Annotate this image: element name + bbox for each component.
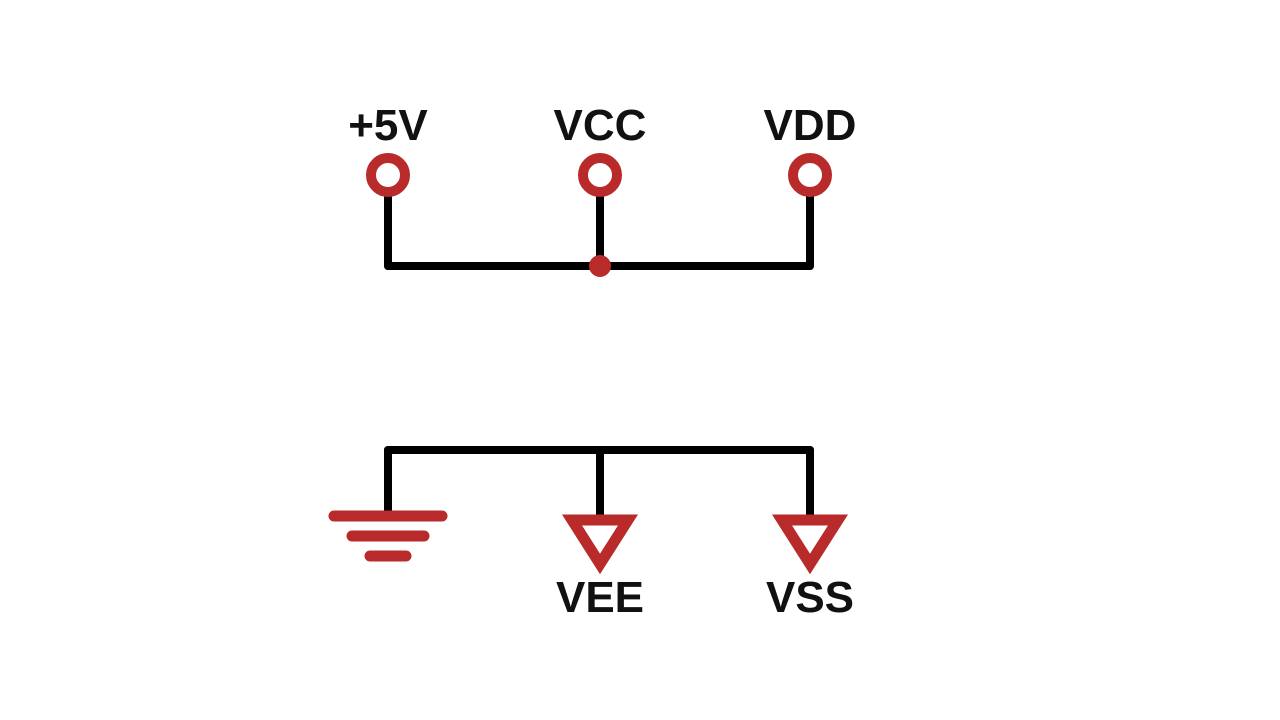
power-terminal-plus5v [371, 158, 405, 192]
power-label-vdd: VDD [764, 101, 857, 150]
power-ground-schematic: +5V VCC VDD VEE VSS [0, 0, 1280, 720]
power-terminal-vdd [793, 158, 827, 192]
power-terminal-vcc [583, 158, 617, 192]
power-label-plus5v: +5V [348, 101, 428, 150]
power-label-vcc: VCC [554, 101, 647, 150]
ground-triangle-vee [572, 520, 628, 564]
ground-triangle-vss [782, 520, 838, 564]
power-junction-dot [589, 255, 611, 277]
ground-label-vss: VSS [766, 573, 854, 622]
ground-label-vee: VEE [556, 573, 644, 622]
